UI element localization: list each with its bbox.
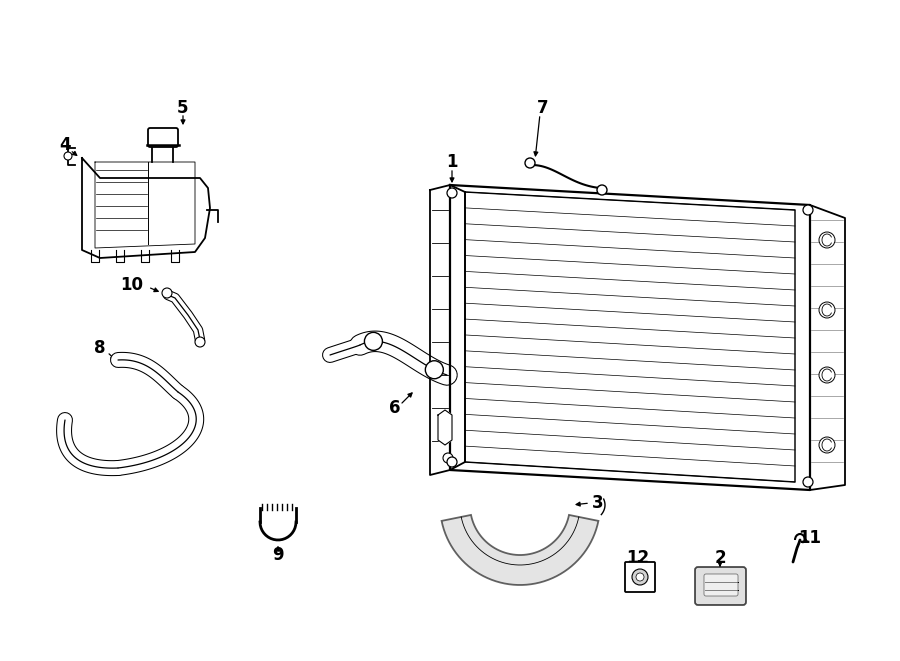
Circle shape [364,332,382,350]
Circle shape [195,337,205,347]
Circle shape [803,205,813,215]
Circle shape [636,573,644,581]
Text: 2: 2 [715,549,725,567]
Text: 10: 10 [121,276,143,294]
Text: 4: 4 [59,136,71,154]
Polygon shape [465,192,795,482]
Text: 12: 12 [626,549,650,567]
Text: 6: 6 [389,399,400,417]
Circle shape [819,232,835,248]
Circle shape [426,361,444,379]
Polygon shape [430,185,465,475]
Circle shape [632,569,648,585]
FancyBboxPatch shape [148,128,178,147]
Circle shape [443,453,453,463]
FancyBboxPatch shape [695,567,746,605]
Text: 8: 8 [94,339,106,357]
Circle shape [162,288,172,298]
Polygon shape [438,410,452,445]
Text: 7: 7 [537,99,549,117]
Circle shape [525,158,535,168]
Polygon shape [810,205,845,490]
Polygon shape [82,158,210,258]
Text: 1: 1 [446,153,458,171]
Text: 3: 3 [592,494,604,512]
Circle shape [819,302,835,318]
Circle shape [64,152,72,160]
FancyBboxPatch shape [704,574,738,596]
Text: 9: 9 [272,546,284,564]
Circle shape [819,367,835,383]
FancyBboxPatch shape [625,562,655,592]
Circle shape [447,188,457,198]
Polygon shape [442,515,598,585]
Circle shape [803,477,813,487]
Polygon shape [450,185,810,490]
Circle shape [819,437,835,453]
Circle shape [447,457,457,467]
Text: 5: 5 [177,99,189,117]
Circle shape [597,185,607,195]
Text: 11: 11 [798,529,822,547]
